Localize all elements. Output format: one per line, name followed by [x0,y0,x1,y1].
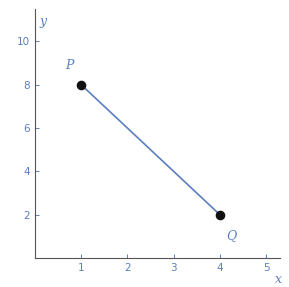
Text: x: x [275,274,281,286]
Text: Q: Q [227,229,237,242]
Point [218,213,223,217]
Point [79,82,83,87]
Text: P: P [65,59,74,71]
Text: y: y [39,15,47,28]
